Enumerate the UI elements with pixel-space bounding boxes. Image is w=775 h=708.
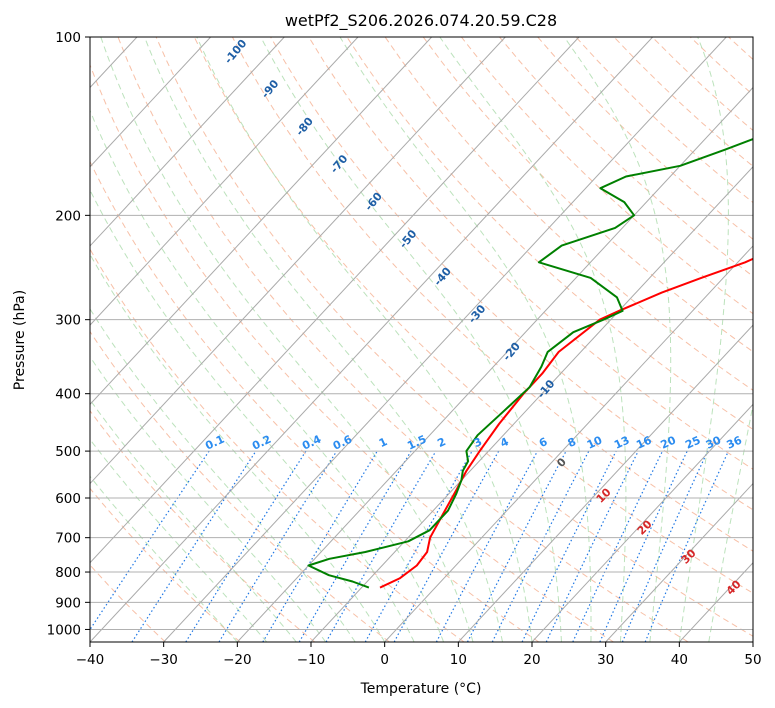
x-tick-label: 20 [523,652,540,668]
mixing-ratio-line [185,450,307,642]
y-tick-label: 500 [55,444,81,460]
moist-adiabat-line [90,253,386,642]
plot-frame [89,36,754,643]
isotherm-line [457,324,753,642]
mixing-ratio-line [621,450,709,642]
isotherm-line [90,37,580,564]
dry-adiabat-line [384,37,753,391]
mixing-ratio-label: 20 [659,433,679,451]
mixing-ratio-line [521,450,617,642]
moist-adiabat-line [708,402,753,642]
y-tick-label: 100 [55,30,81,46]
dry-adiabat-line [346,37,753,431]
mixing-ratio-line [435,450,539,642]
isotherm-line [90,37,654,642]
isotherm-line [90,37,433,406]
isotherm-line [90,37,285,247]
dry-adiabat-line [308,37,753,470]
y-tick-label: 200 [55,208,81,224]
y-tick-label: 600 [55,491,81,507]
y-tick-label: 300 [55,313,81,329]
y-tick-label: 1000 [47,622,81,638]
dry-adiabat-line [90,63,614,642]
x-tick-label: 0 [380,652,389,668]
mixing-ratio-label: 36 [725,433,745,451]
isotherm-line [90,37,506,485]
mixing-ratio-label: 25 [683,434,702,452]
moist-adiabat-line [90,308,356,642]
dry-adiabat-line [117,37,689,642]
dry-adiabat-line [422,37,753,353]
moist-adiabat-line [563,37,672,642]
moist-adiabat-line [144,37,503,642]
x-tick-label: −10 [297,652,326,668]
chart-title: wetPf2_S206.2026.074.20.59.C28 [285,11,557,31]
mixing-ratio-label: 16 [634,433,654,451]
x-tick-label: 40 [671,652,688,668]
dry-adiabat-line [270,37,753,511]
y-tick-label: 900 [55,595,81,611]
pressure-gridlines [90,37,753,630]
moist-adiabat-line [90,189,415,642]
moist-adiabat-line [260,37,562,642]
y-axis-label: Pressure (hPa) [12,290,28,390]
moist-adiabat-line [339,37,592,642]
moist-adiabat-line [90,355,327,642]
dry-adiabat-line [193,37,753,594]
dry-adiabat-line [90,487,241,642]
x-tick-label: −40 [76,652,105,668]
y-tick-label: 700 [55,531,81,547]
isotherm-line [236,86,753,642]
isotherm-line [384,245,753,642]
x-tick-label: −20 [223,652,252,668]
mixing-ratio-line [491,450,590,642]
y-tick-label: 400 [55,387,81,403]
moist-adiabat-line [100,37,474,642]
mixing-ratio-line [218,450,338,642]
y-tick-label: 800 [55,565,81,581]
dry-adiabat-line [90,160,540,642]
x-axis-label: Temperature (°C) [360,681,482,697]
moist-adiabat-line [90,398,297,642]
x-tick-label: −30 [149,652,178,668]
moist-adiabat-line [678,37,729,642]
moist-adiabat-line [196,37,533,642]
x-tick-label: 30 [597,652,614,668]
x-tick-label: 50 [744,652,761,668]
mixing-ratio-line [364,450,473,642]
mixing-ratio-label: 10 [585,433,605,451]
isotherm-line [163,37,727,642]
dewpoint-line [307,137,753,589]
isotherm-line [90,37,212,168]
x-tick-label: 10 [450,652,467,668]
isotherm-line [90,37,359,326]
mixing-ratio-label: 30 [704,433,724,451]
background-lines [90,37,753,642]
profile-lines [307,137,753,589]
x-axis: −40 −30 −20 −10 0 10 20 30 40 50 [76,642,762,668]
isotherm-line [605,482,753,642]
mixing-ratio-line [131,450,257,642]
dry-adiabat-line [231,37,753,552]
dry-adiabat-line [90,248,465,642]
moist-adiabat-line [90,109,445,642]
mixing-ratio-line [393,450,500,642]
isotherm-line [531,403,753,642]
temperature-line [379,257,753,589]
y-axis: 1000 900 800 700 600 500 400 300 200 100 [47,30,90,638]
mixing-ratio-label: 13 [612,434,631,452]
dry-adiabat-line [90,330,390,642]
dry-adiabat-line [90,409,316,642]
mixing-ratio-line [90,450,210,631]
